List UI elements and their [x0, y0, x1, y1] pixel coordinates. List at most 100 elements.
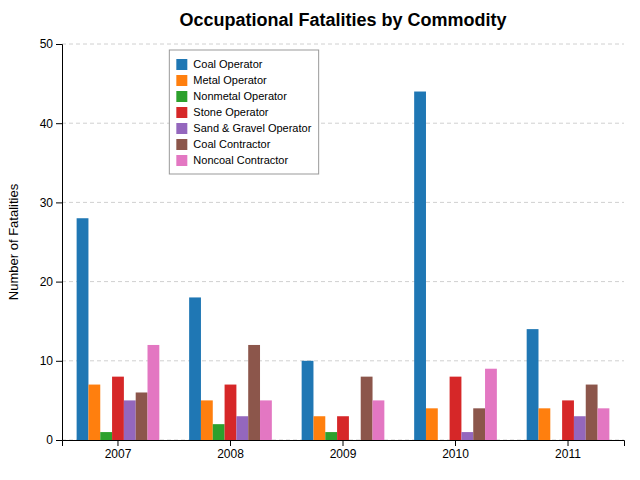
x-tick-mark: [455, 440, 456, 446]
y-tick-label: 20: [40, 275, 54, 289]
y-tick: 50: [40, 37, 62, 51]
y-axis: 0 10 20 30 40 50: [40, 37, 63, 447]
bar: [373, 400, 385, 440]
legend-swatch: [176, 75, 187, 86]
bar: [349, 440, 361, 441]
y-tick-mark: [56, 44, 62, 45]
bar: [201, 400, 213, 440]
legend-swatch: [176, 155, 187, 166]
y-tick-label: 0: [46, 433, 53, 447]
bar: [100, 432, 112, 440]
grid-line: [62, 281, 624, 282]
bar-series: [112, 377, 574, 440]
legend-item: Sand & Gravel Operator: [176, 122, 311, 134]
bar: [225, 385, 237, 440]
legend-label: Sand & Gravel Operator: [193, 122, 311, 134]
legend-item: Nonmetal Operator: [176, 90, 287, 102]
x-tick-mark: [117, 440, 118, 446]
bar: [189, 297, 201, 440]
legend-item: Coal Operator: [176, 58, 262, 70]
y-tick: 40: [40, 117, 62, 131]
x-tick-label: 2008: [217, 447, 244, 461]
y-tick-label: 10: [40, 354, 54, 368]
plot: 2007 2008 2009 2010 2011 0 10 20 30 40 50 Coal Oper…: [40, 37, 625, 460]
bar: [313, 416, 325, 440]
bar: [260, 400, 272, 440]
bar: [586, 385, 598, 440]
bar: [361, 377, 373, 440]
legend-item: Stone Operator: [176, 106, 269, 118]
x-tick: 2008: [217, 440, 244, 461]
bar: [450, 377, 462, 440]
title: Occupational Fatalities by Commodity: [179, 10, 506, 30]
legend-frame: [169, 50, 318, 174]
x-tick-label: 2011: [555, 447, 581, 461]
bar-series: [136, 345, 598, 440]
x-tick-mark: [343, 440, 344, 446]
legend-label: Nonmetal Operator: [193, 90, 287, 102]
x-axis-line: [63, 441, 625, 447]
bar: [562, 400, 574, 440]
y-tick-mark: [56, 440, 62, 441]
bar: [302, 361, 314, 440]
bar: [213, 424, 225, 440]
bar: [88, 385, 100, 440]
y-tick-mark: [56, 123, 62, 124]
bar: [473, 408, 485, 440]
chart: 2007 2008 2009 2010 2011 0 10 20 30 40 50 Coal Oper…: [0, 0, 640, 480]
y-tick-mark: [56, 282, 62, 283]
grid-line: [62, 360, 624, 361]
bar: [325, 432, 337, 440]
legend: Coal Operator Metal Operator Nonmetal Oper…: [169, 50, 318, 174]
bar: [598, 408, 610, 440]
bar: [112, 377, 124, 440]
x-tick: 2010: [442, 440, 469, 461]
bar: [136, 392, 148, 440]
bar: [550, 440, 562, 441]
y-tick-label: 30: [40, 196, 54, 210]
legend-swatch: [176, 59, 187, 70]
x-tick-mark: [230, 440, 231, 446]
legend-label: Metal Operator: [193, 74, 267, 86]
legend-swatch: [176, 91, 187, 102]
x-tick: 2011: [555, 440, 581, 461]
legend-swatch: [176, 107, 187, 118]
bars: [77, 92, 610, 440]
bar: [438, 440, 450, 441]
grid-line: [62, 202, 624, 203]
bar: [248, 345, 260, 440]
bar: [77, 218, 89, 440]
grid-line: [62, 44, 624, 45]
legend-label: Stone Operator: [193, 106, 269, 118]
legend-swatch: [176, 139, 187, 150]
grid: [62, 44, 624, 440]
bar: [236, 416, 248, 440]
bar: [124, 400, 136, 440]
y-tick-label: 40: [40, 117, 54, 131]
bar: [527, 329, 539, 440]
legend-item: Noncoal Contractor: [176, 154, 288, 166]
bar-series: [124, 400, 586, 440]
bar: [148, 345, 160, 440]
y-tick: 0: [46, 433, 62, 447]
x-axis: 2007 2008 2009 2010 2011: [63, 440, 625, 461]
legend-label: Noncoal Contractor: [193, 154, 288, 166]
legend-item: Metal Operator: [176, 74, 267, 86]
bar: [574, 416, 586, 440]
bar-series: [148, 345, 610, 440]
x-tick-mark: [568, 440, 569, 446]
grid-line: [62, 123, 624, 124]
y-tick: 10: [40, 354, 62, 368]
y-tick-label: 50: [40, 37, 54, 51]
y-tick: 30: [40, 196, 62, 210]
bar: [485, 369, 497, 440]
y-axis-line: [56, 45, 63, 441]
x-tick: 2007: [105, 440, 132, 461]
legend-swatch: [176, 123, 187, 134]
y-tick: 20: [40, 275, 62, 289]
bar: [337, 416, 349, 440]
x-tick: 2009: [330, 440, 357, 461]
y-tick-mark: [56, 202, 62, 203]
y-axis-title: Number of Fatalities: [6, 183, 21, 300]
bar: [538, 408, 550, 440]
